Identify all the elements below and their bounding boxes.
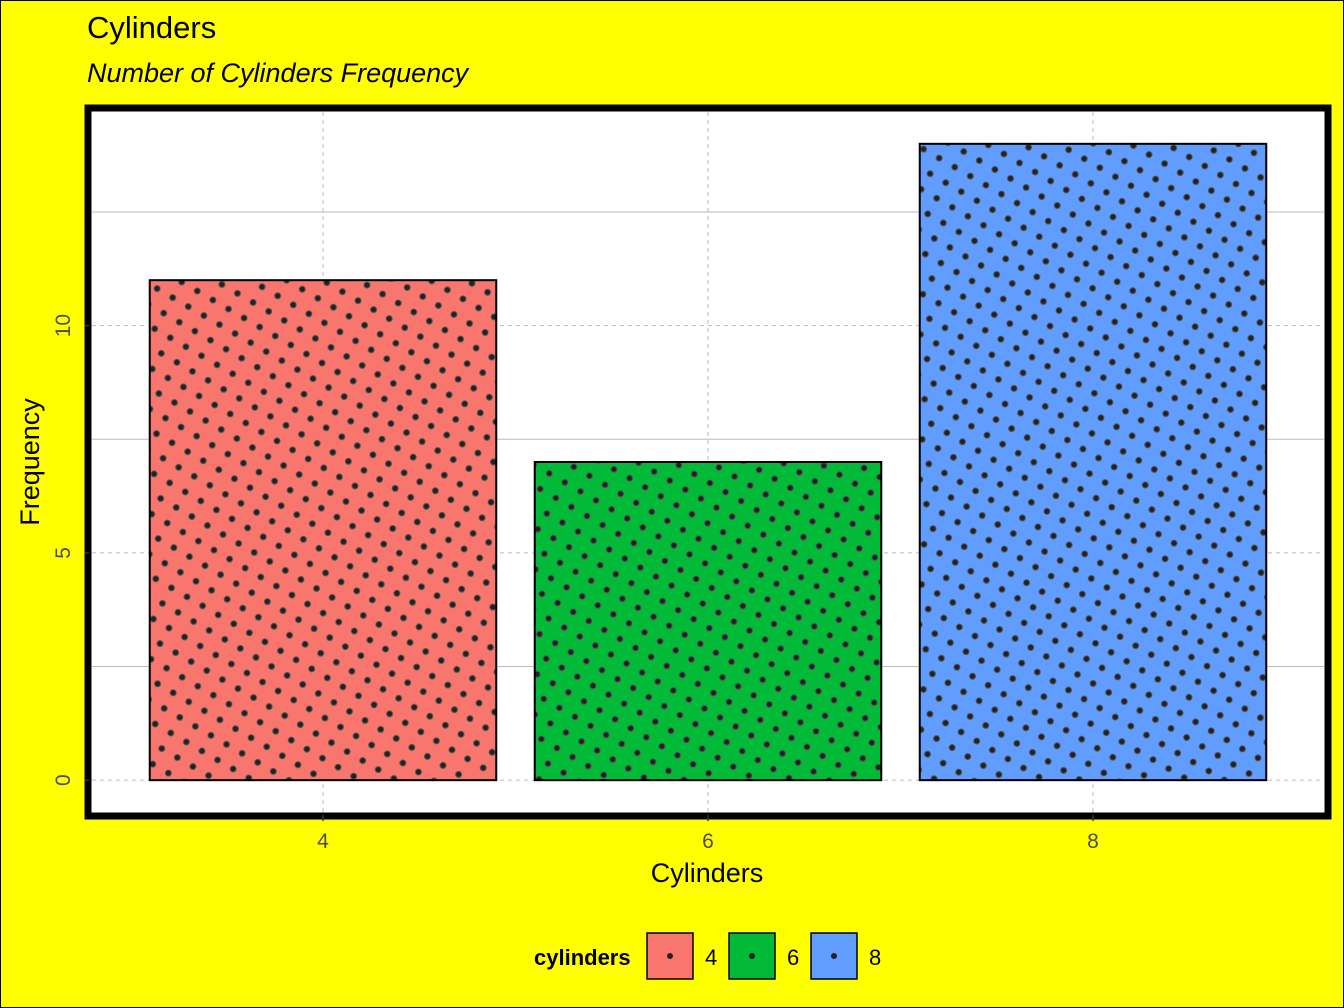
bar-6 bbox=[533, 461, 883, 782]
legend-title: cylinders bbox=[534, 945, 631, 970]
y-tick-label: 0 bbox=[52, 774, 75, 786]
x-tick-label: 8 bbox=[1087, 830, 1099, 853]
legend-label-4: 4 bbox=[705, 945, 717, 970]
bar-8 bbox=[918, 142, 1268, 782]
x-tick-label: 6 bbox=[702, 830, 714, 853]
bars-layer bbox=[148, 142, 1268, 782]
y-axis-title: Frequency bbox=[15, 398, 45, 526]
legend: cylinders 4 6 8 bbox=[534, 932, 881, 980]
chart-subtitle: Number of Cylinders Frequency bbox=[87, 58, 470, 88]
legend-key-dot bbox=[667, 953, 673, 959]
chart-title: Cylinders bbox=[87, 10, 216, 45]
legend-key-dot bbox=[831, 953, 837, 959]
legend-key-dot bbox=[749, 953, 755, 959]
bar-4 bbox=[148, 279, 498, 782]
x-axis-title: Cylinders bbox=[651, 858, 764, 888]
legend-label-8: 8 bbox=[869, 945, 881, 970]
y-tick-label: 10 bbox=[52, 314, 75, 337]
x-tick-label: 4 bbox=[317, 830, 329, 853]
y-tick-label: 5 bbox=[52, 547, 75, 559]
legend-label-6: 6 bbox=[787, 945, 799, 970]
ticks-layer: 0 5 10 4 6 8 bbox=[52, 314, 1099, 853]
